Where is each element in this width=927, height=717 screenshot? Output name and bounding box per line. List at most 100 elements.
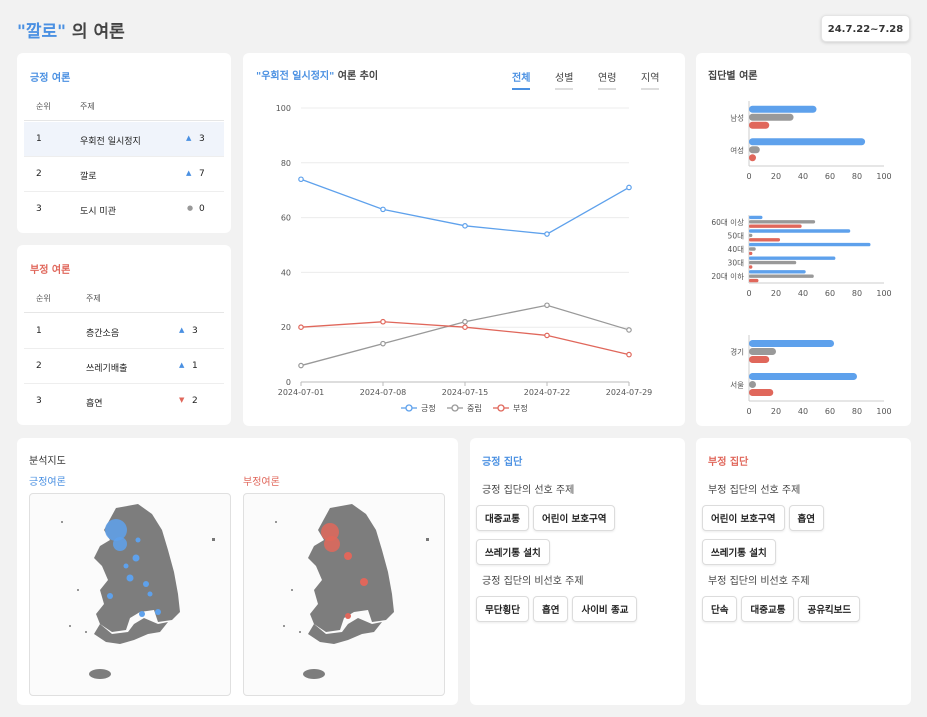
y-tick-label: 60 — [281, 214, 291, 223]
y-tick-label: 0 — [286, 378, 291, 387]
arrow-up-icon: ▲ — [186, 134, 192, 142]
col-topic: 주제 — [80, 102, 95, 111]
bar — [749, 274, 814, 278]
topic-chip[interactable]: 쓰레기통 설치 — [702, 539, 776, 565]
x-tick-label: 100 — [876, 407, 891, 416]
table-row[interactable]: 1 층간소음 ▲ 3 — [24, 314, 224, 349]
data-point — [462, 324, 468, 331]
bar — [749, 381, 756, 388]
x-tick-label: 20 — [771, 172, 781, 181]
data-point — [626, 351, 632, 358]
category-label: 20대 이하 — [711, 271, 744, 281]
bar — [749, 224, 802, 228]
topic-chip[interactable]: 사이비 종교 — [572, 596, 638, 622]
rank-change: 0 — [199, 204, 205, 214]
data-point — [298, 176, 304, 183]
trend-title-keyword: "우회전 일시정지" — [256, 71, 335, 82]
legend-label: 중립 — [467, 404, 482, 413]
bar — [749, 348, 776, 355]
group-opinion-title: 집단별 여론 — [708, 71, 758, 82]
topic-chip[interactable]: 공유킥보드 — [798, 596, 861, 622]
positive-nonpreferred-title: 긍정 집단의 비선호 주제 — [482, 576, 584, 587]
data-point — [544, 302, 550, 309]
table-row[interactable]: 1 우회전 일시정지 ▲ 3 — [24, 122, 224, 157]
x-tick-label: 60 — [825, 172, 835, 181]
x-tick-label: 40 — [798, 172, 808, 181]
negative-nonpreferred-title: 부정 집단의 비선호 주제 — [708, 576, 810, 587]
legend-label: 긍정 — [421, 403, 436, 413]
positive-group-title: 긍정 집단 — [482, 457, 523, 468]
table-row[interactable]: 2 깔로 ▲ 7 — [24, 157, 224, 192]
data-point — [380, 340, 386, 347]
topic-chip[interactable]: 어린이 보호구역 — [702, 505, 785, 531]
topic-chip[interactable]: 쓰레기통 설치 — [476, 539, 550, 565]
data-point — [298, 324, 304, 331]
korea-map-negative — [275, 504, 429, 679]
table-row[interactable]: 3 흡연 ▼ 2 — [24, 384, 224, 419]
x-tick-label: 2024-07-01 — [278, 388, 325, 397]
bar — [749, 238, 781, 242]
tab-gender[interactable]: 성별 — [555, 69, 574, 90]
negative-opinion-map[interactable] — [243, 493, 445, 696]
legend-marker — [497, 404, 505, 412]
table-row[interactable]: 3 도시 미관 ● 0 — [24, 192, 224, 227]
rank-change: 1 — [192, 361, 198, 371]
tab-all[interactable]: 전체 — [512, 69, 531, 90]
rank-topic: 층간소음 — [86, 329, 120, 339]
x-tick-label: 2024-07-08 — [360, 388, 407, 397]
topic-chip[interactable]: 흡연 — [788, 505, 824, 531]
x-tick-label: 60 — [825, 289, 835, 298]
col-topic: 주제 — [86, 294, 101, 303]
rank-change: 3 — [199, 134, 205, 144]
bar — [749, 229, 851, 233]
data-point — [380, 318, 386, 325]
bar — [749, 356, 770, 363]
topic-chip[interactable]: 대중교통 — [741, 596, 795, 622]
rank-topic: 쓰레기배출 — [86, 364, 128, 374]
x-tick-label: 20 — [771, 289, 781, 298]
trend-card: "우회전 일시정지" 여론 추이 전체 성별 연령 지역 0 20 40 60 80 10… — [243, 53, 685, 426]
y-tick-label: 100 — [276, 104, 291, 113]
bar — [749, 247, 756, 251]
date-range-button[interactable]: 24.7.22~7.28 — [821, 15, 910, 42]
rank-change: 7 — [199, 169, 205, 179]
positive-opinion-map[interactable] — [29, 493, 231, 696]
data-point — [298, 362, 304, 369]
x-tick-label: 2024-07-29 — [606, 388, 653, 397]
bar — [749, 233, 753, 238]
arrow-up-icon: ▲ — [186, 169, 192, 177]
page-title-rest: 의 여론 — [66, 22, 125, 42]
data-point — [380, 206, 386, 213]
negative-rank-title: 부정 여론 — [30, 265, 71, 276]
positive-group-card: 긍정 집단 긍정 집단의 선호 주제 대중교통 어린이 보호구역쓰레기통 설치 긍… — [470, 438, 685, 705]
bar — [749, 154, 756, 162]
rank-number: 1 — [36, 134, 42, 144]
trend-title: "우회전 일시정지" 여론 추이 — [256, 67, 378, 82]
x-tick-label: 0 — [746, 289, 751, 298]
topic-chip[interactable]: 대중교통 — [476, 505, 529, 531]
positive-preferred-title: 긍정 집단의 선호 주제 — [482, 485, 575, 496]
analysis-map-card: 분석지도 긍정여론 부정여론 — [17, 438, 458, 705]
page-title-keyword: "깔로" — [17, 22, 66, 42]
topic-chip[interactable]: 단속 — [702, 596, 738, 622]
analysis-map-title: 분석지도 — [29, 456, 66, 467]
topic-chip[interactable]: 어린이 보호구역 — [532, 505, 616, 531]
category-label: 남성 — [730, 113, 744, 122]
bar — [749, 373, 857, 380]
bar — [749, 138, 866, 146]
legend-marker — [405, 404, 413, 412]
category-label: 여성 — [730, 145, 744, 155]
category-label: 60대 이상 — [711, 217, 744, 227]
table-row[interactable]: 2 쓰레기배출 ▲ 1 — [24, 349, 224, 384]
tab-region[interactable]: 지역 — [641, 69, 660, 90]
arrow-up-icon: ▲ — [179, 361, 185, 369]
tab-age[interactable]: 연령 — [598, 69, 617, 90]
x-tick-label: 80 — [852, 407, 862, 416]
bar — [749, 389, 774, 396]
category-label: 30대 — [728, 259, 745, 268]
page-title: "깔로" 의 여론 — [17, 17, 125, 42]
topic-chip[interactable]: 흡연 — [532, 596, 569, 622]
topic-chip[interactable]: 무단횡단 — [476, 596, 529, 622]
negative-rank-header: 순위 주제 — [24, 289, 224, 313]
